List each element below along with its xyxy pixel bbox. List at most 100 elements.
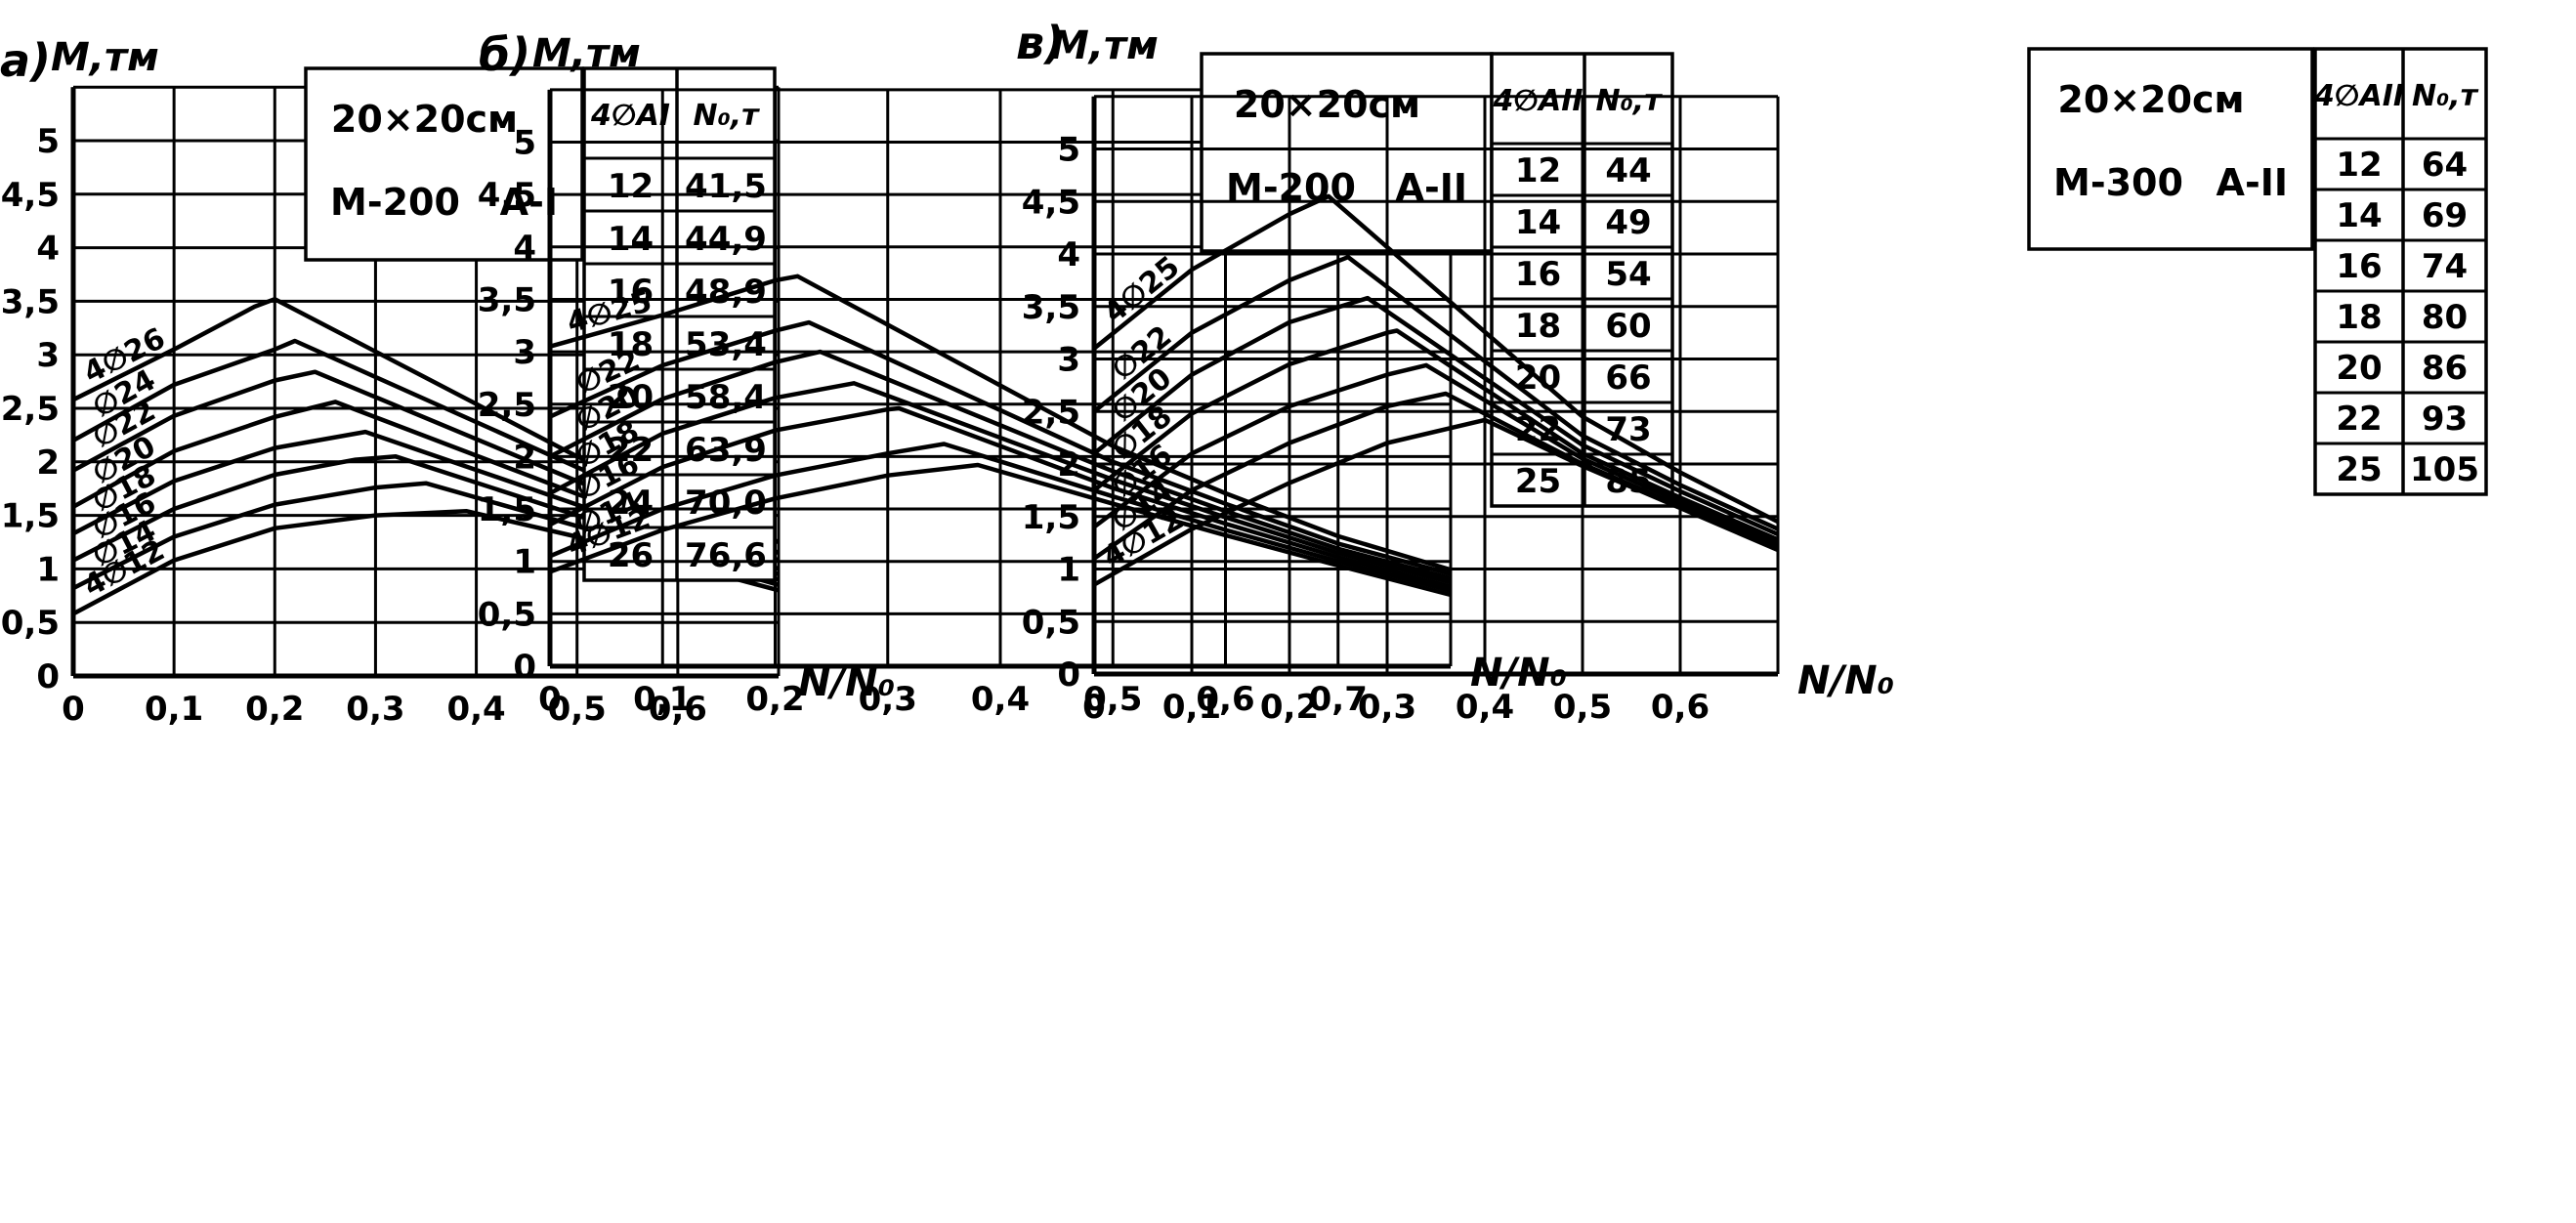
table-cell: 80 <box>2422 298 2468 337</box>
table-cell: 22 <box>2336 400 2382 439</box>
panel-letter: б) <box>479 28 530 81</box>
y-tick-label: 4 <box>36 230 60 269</box>
y-tick-label: 5 <box>36 122 60 161</box>
table-cell: 20 <box>608 378 654 417</box>
table-cell: 14 <box>1515 203 1561 242</box>
y-tick-label: 4,5 <box>1022 183 1080 222</box>
data-table <box>2313 47 2488 496</box>
x-tick-label: 0,2 <box>245 690 304 729</box>
y-tick-label: 4 <box>513 229 536 268</box>
series-line <box>549 442 1452 593</box>
x-tick-label: 0,2 <box>1260 688 1319 727</box>
x-tick-label: 0 <box>1082 688 1106 727</box>
series-line <box>1092 254 1779 531</box>
table-cell: 76,6 <box>685 536 767 575</box>
info-grade: М-300 <box>2053 161 2183 204</box>
x-tick-label: 0,3 <box>1358 688 1416 727</box>
series-line <box>549 274 1452 572</box>
y-tick-label: 1 <box>513 543 536 582</box>
y-tick-label: 1,5 <box>1022 498 1080 537</box>
y-tick-label: 0,5 <box>478 595 536 634</box>
table-cell: 54 <box>1605 255 1651 294</box>
y-tick-label: 0 <box>513 648 536 687</box>
table-cell: 49 <box>1605 203 1651 242</box>
info-box <box>304 66 584 262</box>
table-header: 4∅AII <box>2313 79 2404 113</box>
series-line <box>549 462 1452 598</box>
table-cell: 105 <box>2410 450 2479 489</box>
panel-c: 00,511,522,533,544,550 0,1 0,2 0,3 0,4 0,5 0,6… <box>1016 17 2488 727</box>
series-line <box>548 381 1452 585</box>
series-line <box>549 319 1452 576</box>
y-tick-label: 3,5 <box>1022 288 1080 327</box>
x-tick-label: 0,6 <box>649 690 707 729</box>
y-tick-label: 2 <box>1057 445 1080 485</box>
y-tick-label: 5 <box>513 124 536 163</box>
x-tick-label: 0,4 <box>446 690 505 729</box>
y-tick-label: 1,5 <box>478 490 536 529</box>
table-cell: 18 <box>1515 307 1561 346</box>
y-tick-label: 3 <box>1057 341 1080 380</box>
y-tick-label: 0,5 <box>1022 603 1080 642</box>
info-section: 20×20см <box>1234 83 1420 126</box>
x-tick-label: 0,5 <box>548 690 607 729</box>
y-axis-label: M,тм <box>532 31 641 76</box>
y-tick-label: 1 <box>1057 551 1080 590</box>
y-tick-label: 4,5 <box>1 176 60 215</box>
table-cell: 14 <box>2336 196 2382 235</box>
table-cell: 86 <box>2422 349 2468 388</box>
table-cell: 58,4 <box>685 378 767 417</box>
x-tick-label: 0,7 <box>1309 680 1368 719</box>
series-line <box>1092 362 1779 546</box>
table-cell: 16 <box>608 273 654 312</box>
info-grade: М-200 <box>330 181 460 224</box>
table-header: N₀,т <box>2412 79 2479 113</box>
table-cell: 16 <box>2336 247 2382 286</box>
table-cell: 64 <box>2422 146 2468 185</box>
y-axis-label: M,тм <box>1050 23 1159 68</box>
x-tick-label: 0,5 <box>1553 688 1612 727</box>
panel-b: 00,511,522,533,544,550 0,1 0,2 0,3 0,4 0,5 0,6… <box>478 28 1674 719</box>
x-tick-label: 0,4 <box>971 680 1030 719</box>
y-tick-label: 2,5 <box>1022 393 1080 432</box>
y-tick-label: 0,5 <box>1 604 60 643</box>
table-header: N₀,т <box>1595 84 1663 118</box>
series-line <box>548 405 1452 589</box>
x-tick-label: 0,3 <box>346 690 404 729</box>
y-tick-label: 3,5 <box>1 282 60 321</box>
table-cell: 74 <box>2422 247 2468 286</box>
x-tick-label: 0,2 <box>745 680 804 719</box>
x-tick-label: 0,6 <box>1196 680 1254 719</box>
table-cell: 12 <box>2336 146 2382 185</box>
table-cell: 18 <box>2336 298 2382 337</box>
table-cell: 16 <box>1515 255 1561 294</box>
info-section: 20×20см <box>2057 78 2244 121</box>
table-cell: 25 <box>1515 462 1561 501</box>
y-tick-label: 0 <box>36 657 60 696</box>
x-tick-label: 0,1 <box>1162 688 1221 727</box>
y-tick-label: 2 <box>36 443 60 483</box>
series-line <box>1092 193 1780 525</box>
series-line <box>548 349 1452 581</box>
y-axis-label: M,тм <box>51 35 159 80</box>
panel-a: 0 0,5 1 1,5 2 2,5 3 3,5 4 4,5 5 0 0,1 0,2 0,3 0,4 0,5 0,6… <box>0 34 895 729</box>
x-tick-label: 0,1 <box>145 690 203 729</box>
table-cell: 44,9 <box>685 220 767 259</box>
x-tick-label: 0,6 <box>1651 688 1710 727</box>
table-cell: 18 <box>608 325 654 364</box>
info-steel: А-II <box>2217 161 2288 204</box>
table-header: 4∅AI <box>590 99 670 133</box>
y-tick-label: 3 <box>513 333 536 372</box>
table-cell: 60 <box>1605 307 1651 346</box>
table-header: 4∅AII <box>1492 84 1583 118</box>
y-tick-label: 2,5 <box>478 386 536 425</box>
table-cell: 69 <box>2422 196 2468 235</box>
data-table <box>582 66 777 582</box>
y-tick-label: 3,5 <box>478 280 536 319</box>
panel-letter: в) <box>1016 17 1065 69</box>
panel-letter: а) <box>0 34 51 87</box>
y-tick-label: 0 <box>1057 655 1080 695</box>
series-line <box>1092 391 1779 561</box>
x-tick-label: 0,3 <box>859 680 917 719</box>
